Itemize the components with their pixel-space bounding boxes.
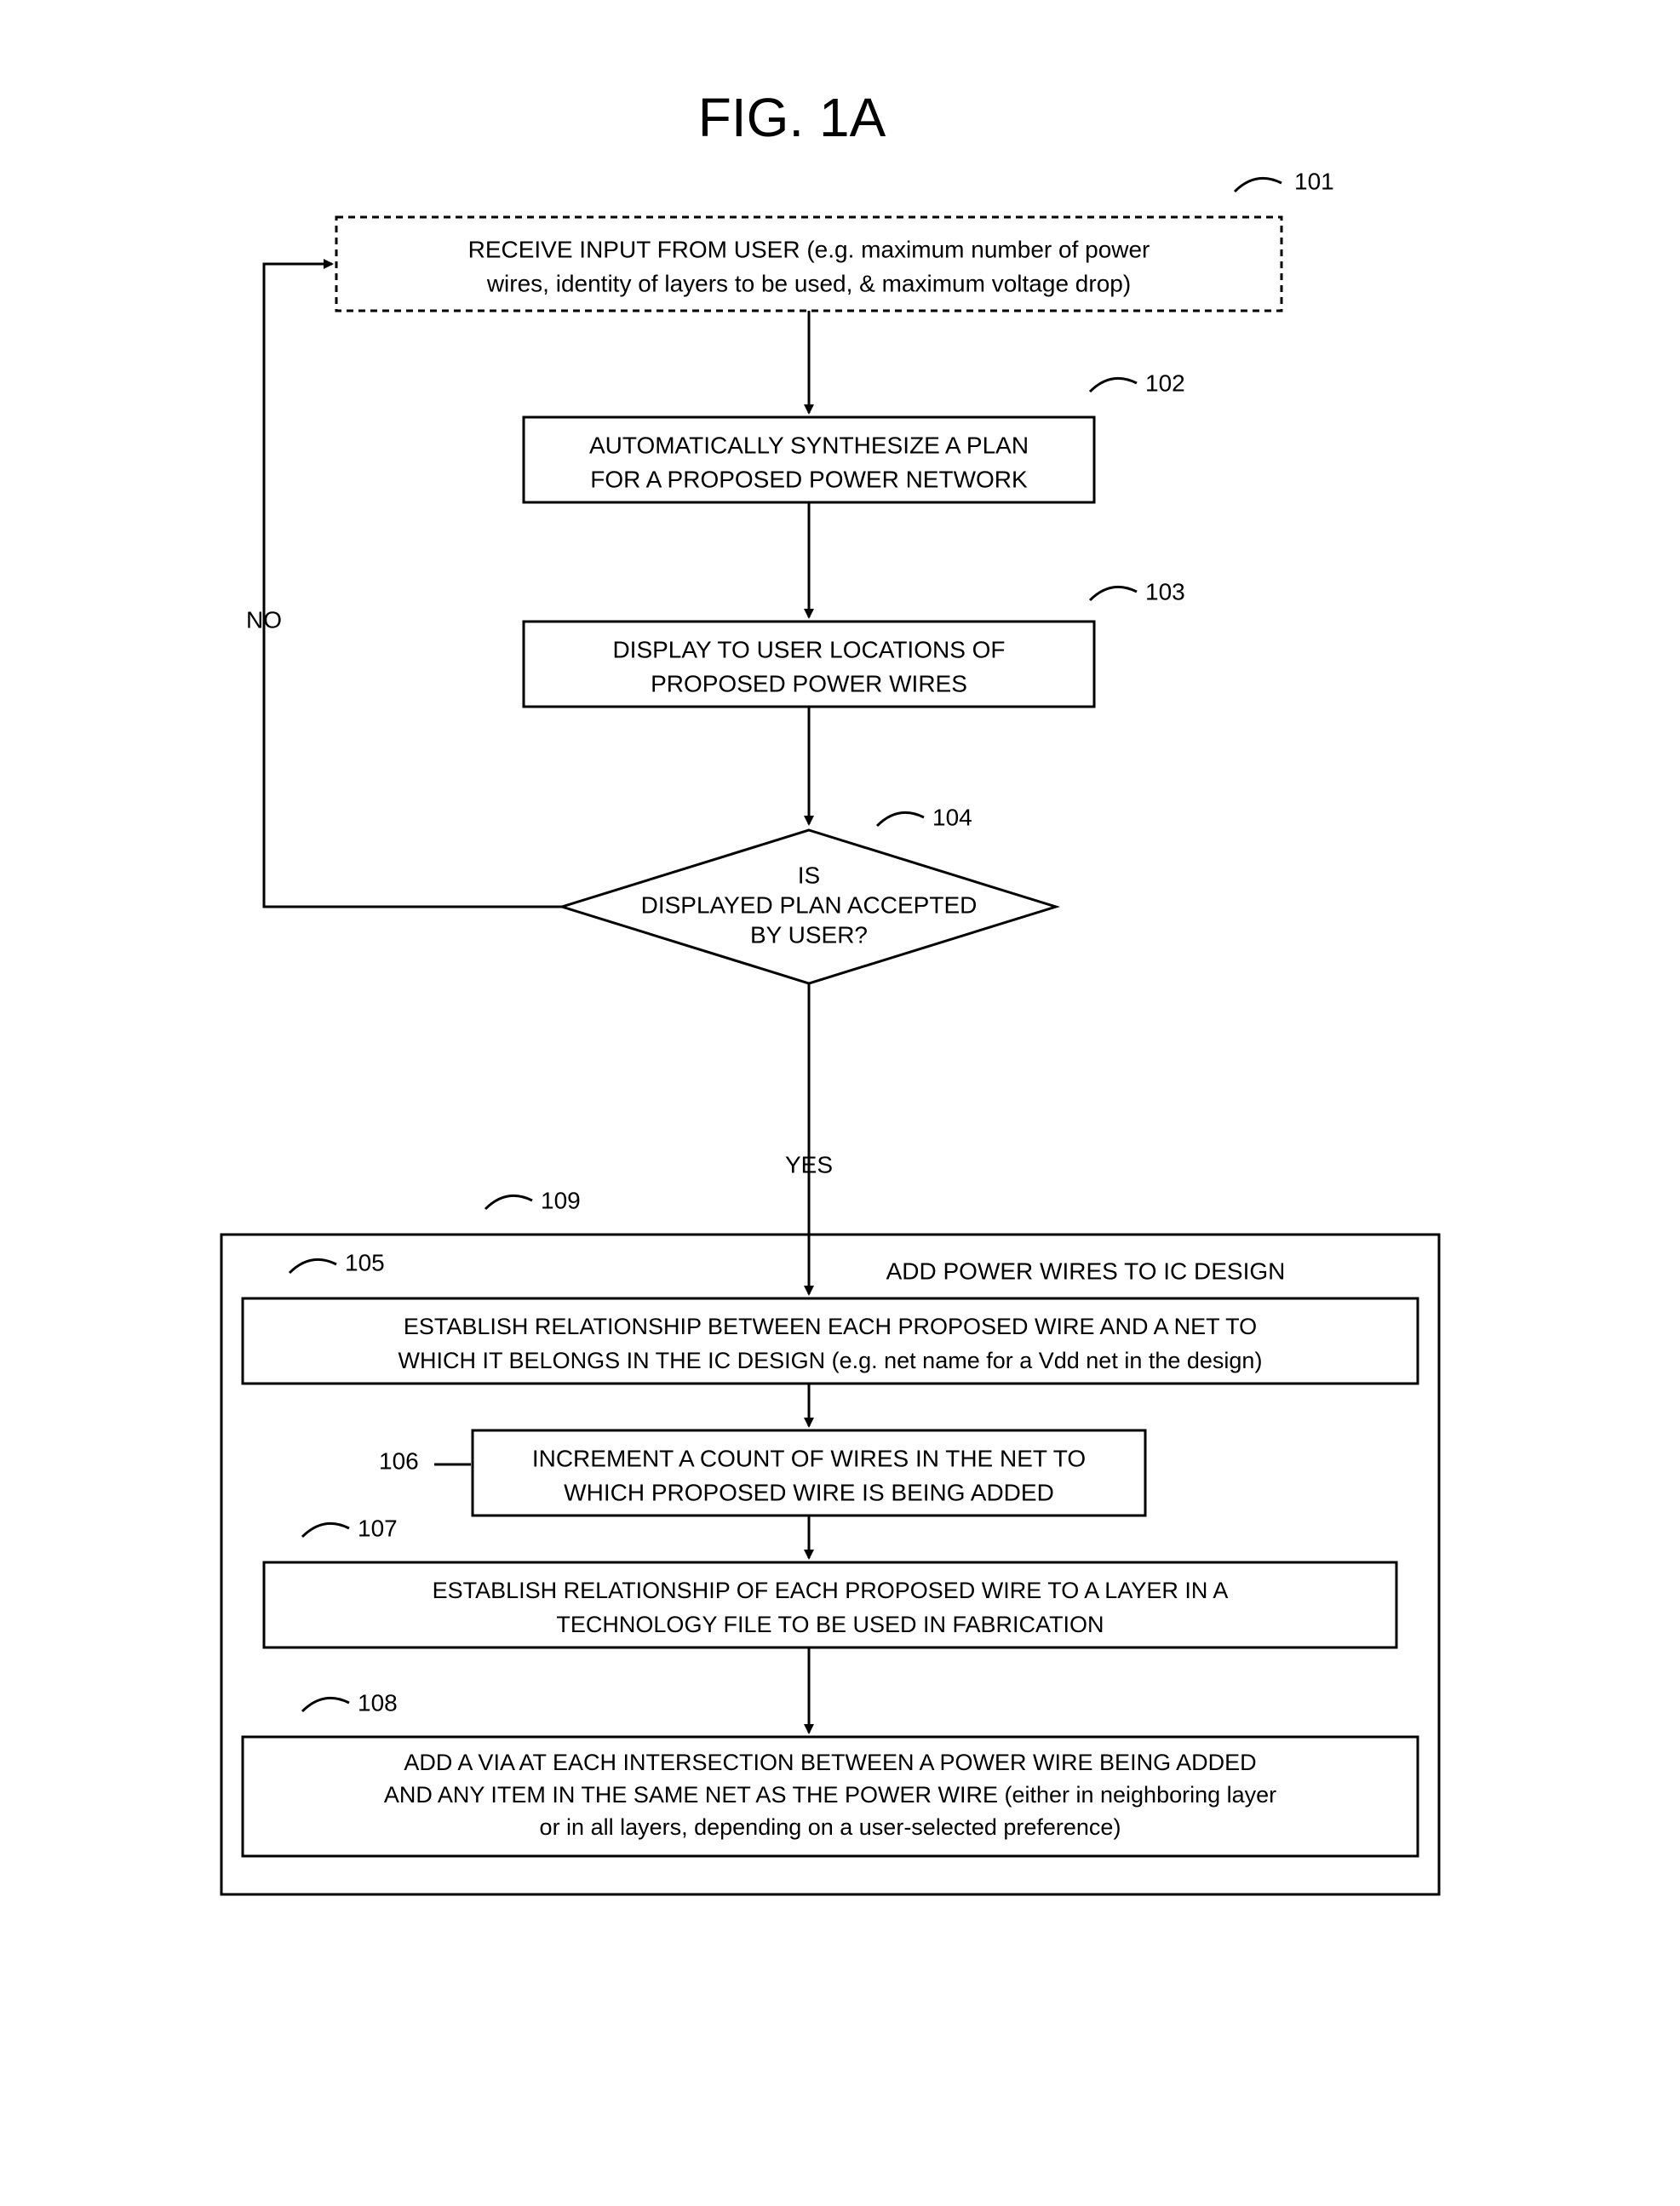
ref-106: 106: [379, 1447, 419, 1474]
node-101-line2: wires, identity of layers to be used, & …: [486, 270, 1131, 296]
ref-103: 103: [1145, 578, 1185, 605]
node-107: ESTABLISH RELATIONSHIP OF EACH PROPOSED …: [264, 1515, 1396, 1647]
ref-107: 107: [358, 1515, 398, 1541]
node-108-line1: ADD A VIA AT EACH INTERSECTION BETWEEN A…: [404, 1750, 1256, 1775]
figure-title: FIG. 1A: [698, 87, 886, 148]
node-107-line2: TECHNOLOGY FILE TO BE USED IN FABRICATIO…: [556, 1612, 1104, 1637]
node-106-line2: WHICH PROPOSED WIRE IS BEING ADDED: [564, 1479, 1054, 1505]
node-108-line3: or in all layers, depending on a user-se…: [540, 1814, 1121, 1840]
node-102-line2: FOR A PROPOSED POWER NETWORK: [590, 466, 1028, 492]
edge-yes-label: YES: [785, 1151, 833, 1177]
node-108-line2: AND ANY ITEM IN THE SAME NET AS THE POWE…: [384, 1782, 1276, 1808]
node-107-line1: ESTABLISH RELATIONSHIP OF EACH PROPOSED …: [433, 1578, 1229, 1603]
node-101: RECEIVE INPUT FROM USER (e.g. maximum nu…: [336, 168, 1334, 311]
flowchart: FIG. 1A RECEIVE INPUT FROM USER (e.g. ma…: [0, 0, 1680, 2206]
node-103-line2: PROPOSED POWER WIRES: [651, 670, 967, 696]
node-104-line3: BY USER?: [750, 921, 868, 948]
ref-108: 108: [358, 1689, 398, 1716]
edge-no: NO: [246, 264, 562, 907]
ref-109: 109: [541, 1187, 581, 1213]
ref-104: 104: [932, 804, 972, 830]
node-108: ADD A VIA AT EACH INTERSECTION BETWEEN A…: [243, 1689, 1418, 1856]
node-104-line2: DISPLAYED PLAN ACCEPTED: [641, 891, 978, 918]
node-104: IS DISPLAYED PLAN ACCEPTED BY USER? 104: [562, 804, 1056, 983]
edge-no-label: NO: [246, 606, 282, 633]
node-109-title: ADD POWER WIRES TO IC DESIGN: [886, 1258, 1286, 1284]
ref-101: 101: [1294, 168, 1334, 194]
node-104-line1: IS: [798, 862, 820, 888]
node-102: AUTOMATICALLY SYNTHESIZE A PLAN FOR A PR…: [524, 370, 1185, 502]
node-105-line1: ESTABLISH RELATIONSHIP BETWEEN EACH PROP…: [404, 1314, 1257, 1339]
node-103: DISPLAY TO USER LOCATIONS OF PROPOSED PO…: [524, 578, 1185, 707]
node-102-line1: AUTOMATICALLY SYNTHESIZE A PLAN: [589, 432, 1029, 458]
ref-105: 105: [345, 1249, 385, 1275]
node-105-line2: WHICH IT BELONGS IN THE IC DESIGN (e.g. …: [398, 1348, 1263, 1373]
ref-102: 102: [1145, 370, 1185, 396]
node-103-line1: DISPLAY TO USER LOCATIONS OF: [612, 636, 1005, 662]
node-101-line1: RECEIVE INPUT FROM USER (e.g. maximum nu…: [468, 236, 1150, 262]
node-106: INCREMENT A COUNT OF WIRES IN THE NET TO…: [379, 1430, 1145, 1516]
node-106-line1: INCREMENT A COUNT OF WIRES IN THE NET TO: [532, 1445, 1086, 1471]
edge-yes: YES: [785, 983, 833, 1294]
